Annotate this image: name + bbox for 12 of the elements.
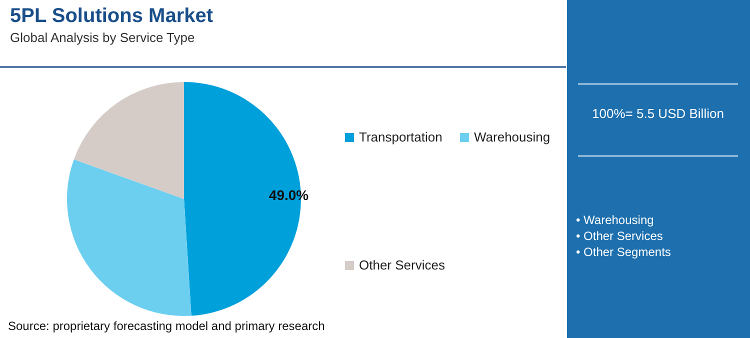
- legend-label: Warehousing: [474, 129, 550, 144]
- chart-subtitle: Global Analysis by Service Type: [10, 30, 195, 45]
- legend-label: Other Services: [359, 257, 446, 272]
- text: • Other Segments: [576, 245, 671, 259]
- text: • Warehousing: [576, 213, 654, 227]
- text: • Other Services: [576, 229, 663, 243]
- text: 100%= 5.5 USD Billion: [592, 106, 724, 121]
- chart-title: 5PL Solutions Market: [10, 5, 214, 27]
- pie-slice: [67, 159, 192, 316]
- legend-label: Transportation: [359, 129, 442, 144]
- source-note: Source: proprietary forecasting model and primary research: [8, 319, 325, 333]
- pie-slice: [74, 82, 184, 199]
